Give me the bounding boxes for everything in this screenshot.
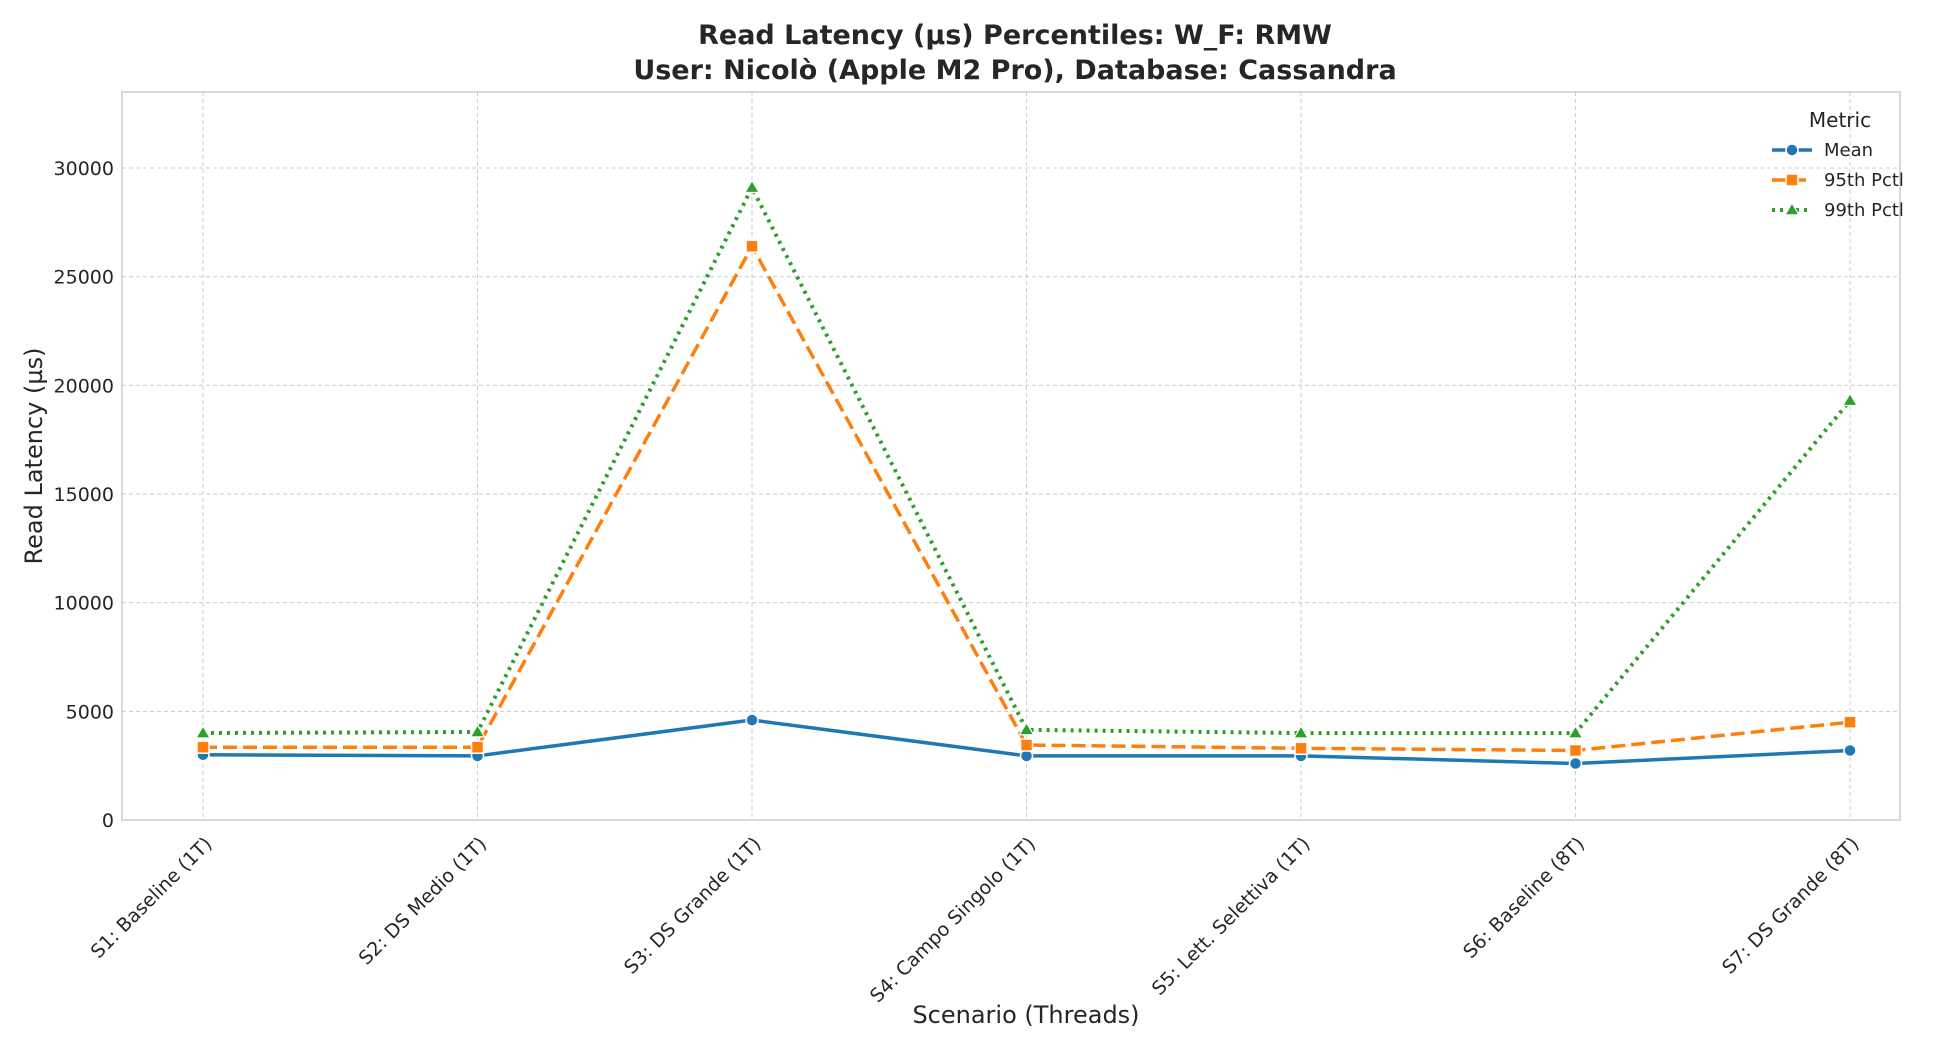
x-tick-label: S2: DS Medio (1T) [355, 833, 491, 969]
legend: Metric Mean 95th Pctl 99th Pctl [1772, 108, 1904, 221]
data-point [469, 723, 486, 738]
data-point [745, 713, 759, 727]
series-95th-pctl [196, 239, 1857, 758]
data-point [1843, 743, 1857, 758]
data-point [194, 724, 212, 739]
data-point [1568, 743, 1583, 758]
x-tick-label: S1: Baseline (1T) [87, 833, 217, 963]
series-99th-pctl [194, 179, 1859, 739]
data-point [1843, 715, 1857, 729]
y-tick-label: 5000 [66, 701, 114, 723]
data-point [1292, 724, 1310, 739]
y-tick-label: 10000 [54, 593, 114, 615]
grid [122, 92, 1900, 821]
data-point [743, 179, 761, 194]
plot-area [121, 91, 1901, 821]
x-axis-label: Scenario (Threads) [912, 1001, 1139, 1029]
legend-label: 95th Pctl [1824, 170, 1904, 191]
legend-marker [1783, 201, 1801, 216]
chart-title-line2: User: Nicolò (Apple M2 Pro), Database: C… [633, 55, 1396, 86]
y-tick-label: 25000 [54, 267, 114, 289]
y-tick-label: 0 [102, 810, 114, 832]
data-point [470, 740, 485, 754]
x-tick-label: S4: Campo Singolo (1T) [866, 833, 1040, 1007]
legend-marker [1785, 143, 1799, 157]
x-tick-label: S6: Baseline (8T) [1459, 833, 1589, 963]
x-tick-label: S3: DS Grande (1T) [620, 833, 766, 979]
x-axis: S1: Baseline (1T) S2: DS Medio (1T) S3: DS… [87, 833, 1864, 1007]
data-point [1841, 392, 1859, 407]
x-tick-label: S7: DS Grande (8T) [1718, 833, 1864, 979]
series-group [194, 179, 1859, 771]
y-axis-label: Read Latency (µs) [20, 348, 48, 565]
chart-title-line1: Read Latency (µs) Percentiles: W_F: RMW [698, 20, 1332, 51]
data-point [745, 239, 759, 254]
legend-label: 99th Pctl [1824, 200, 1904, 221]
y-tick-label: 15000 [54, 484, 114, 506]
data-point [196, 740, 210, 754]
y-tick-label: 20000 [54, 375, 114, 397]
y-tick-label: 30000 [54, 158, 114, 180]
data-point [1568, 756, 1583, 771]
data-point [1019, 738, 1034, 752]
data-point [1567, 724, 1584, 739]
legend-label: Mean [1824, 140, 1873, 161]
y-axis: 0 5000 10000 15000 20000 25000 30000 [54, 158, 114, 832]
legend-title: Metric [1809, 108, 1871, 132]
x-tick-label: S5: Lett. Selettiva (1T) [1148, 833, 1315, 1000]
data-point [1018, 721, 1035, 736]
data-point [1294, 741, 1308, 756]
legend-marker [1785, 173, 1799, 187]
